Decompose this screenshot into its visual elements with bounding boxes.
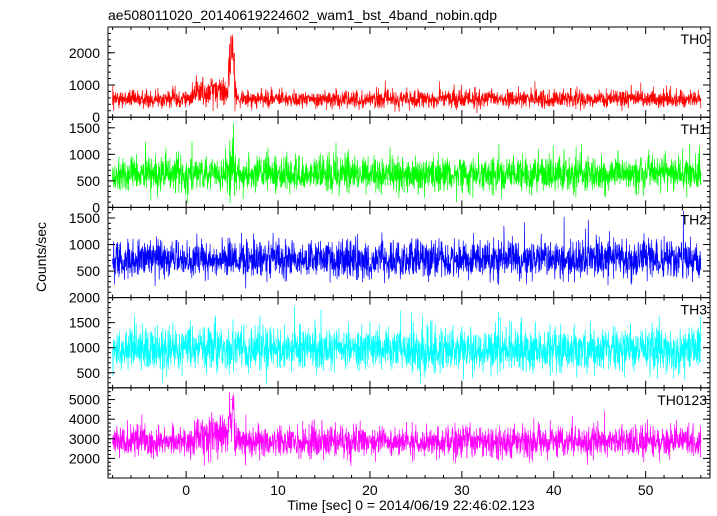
series-th3-point (185, 348, 187, 350)
series-th0-point (203, 89, 206, 92)
x-tick-label: 20 (362, 482, 378, 498)
series-th0-point (700, 98, 702, 100)
y-tick-label: 0 (92, 109, 100, 125)
series-th3-point (111, 349, 114, 351)
series-th0-point (230, 37, 232, 39)
y-tick-label: 1500 (69, 120, 100, 136)
series-th1-point (111, 173, 114, 176)
series-th0123-point (111, 441, 114, 443)
series-th0123-point (234, 436, 236, 438)
series-th0-point (185, 92, 187, 94)
y-tick-label: 4000 (69, 411, 100, 427)
series-th2-point (185, 257, 187, 259)
series-th3-line (112, 306, 702, 385)
series-th2-point (461, 258, 463, 260)
series-th1-point (461, 173, 463, 176)
series-th3-point (553, 348, 555, 351)
panel-frame (107, 116, 711, 208)
y-tick-label: 2000 (69, 290, 100, 306)
series-th0123-point (230, 398, 232, 401)
series-th0-point (645, 98, 647, 100)
series-th1-line (112, 122, 702, 204)
series-th2-point (369, 258, 371, 260)
y-tick-label: 0 (92, 199, 100, 215)
panel-label-th1: TH1 (681, 121, 708, 137)
series-th0123-point (277, 440, 279, 442)
series-th0-point (553, 98, 555, 100)
series-th1-point (645, 173, 647, 176)
series-th1-point (369, 173, 371, 175)
y-tick-label: 1500 (69, 210, 100, 226)
series-th0-point (148, 97, 150, 99)
series-th0-point (277, 97, 279, 100)
x-tick-label: 10 (270, 482, 286, 498)
series-th1-point (185, 172, 187, 175)
y-tick-label: 1000 (69, 340, 100, 356)
chart-title: ae508011020_20140619224602_wam1_bst_4ban… (108, 7, 497, 23)
series-th1-point (277, 173, 279, 176)
x-axis-label: Time [sec] 0 = 2014/06/19 22:46:02.123 (287, 497, 535, 513)
y-tick-label: 500 (77, 263, 101, 279)
series-th3-point (700, 349, 702, 351)
y-tick-label: 1500 (69, 315, 100, 331)
panel-label-th0: TH0 (681, 31, 708, 47)
series-th0123-point (645, 441, 647, 443)
series-th2-point (277, 258, 279, 260)
series-th0123-point (700, 441, 702, 443)
y-tick-label: 500 (77, 365, 101, 381)
series-th0123-point (185, 437, 187, 439)
panel-label-th2: TH2 (681, 211, 708, 227)
series-th0123-point (213, 433, 215, 435)
series-th0123-point (369, 440, 371, 442)
x-tick-label: 30 (454, 482, 470, 498)
series-th0-line (112, 34, 702, 114)
series-th0123-point (553, 440, 555, 442)
x-tick-label: 0 (182, 482, 190, 498)
series-th2-point (553, 258, 555, 260)
y-tick-label: 5000 (69, 392, 100, 408)
series-th2-point (645, 258, 647, 260)
series-th3-point (461, 349, 463, 351)
panel-frame (107, 387, 711, 479)
series-th2-line (112, 210, 702, 289)
series-th0-point (369, 98, 371, 100)
y-tick-label: 1000 (69, 237, 100, 253)
panel-label-th0123: TH0123 (657, 392, 707, 408)
y-tick-label: 1000 (69, 77, 100, 93)
series-th0-point (111, 98, 114, 100)
series-th0-point (461, 98, 463, 100)
series-th0123-point (461, 440, 463, 443)
x-tick-label: 40 (546, 482, 562, 498)
y-tick-label: 2000 (69, 450, 100, 466)
series-th3-point (369, 348, 371, 350)
series-th0123-line (112, 392, 702, 467)
y-axis-label: Counts/sec (33, 222, 49, 292)
series-th3-point (645, 349, 647, 351)
series-th0-point (234, 90, 236, 93)
y-tick-label: 2000 (69, 45, 100, 61)
x-tick-label: 50 (638, 482, 654, 498)
panel-label-th3: TH3 (681, 302, 708, 318)
series-th1-point (700, 173, 702, 176)
y-tick-label: 1000 (69, 146, 100, 162)
series-th2-point (700, 258, 702, 260)
series-th1-point (231, 159, 233, 161)
y-tick-label: 3000 (69, 431, 100, 447)
series-th3-point (277, 349, 279, 351)
y-tick-label: 500 (77, 173, 101, 189)
series-th0-point (222, 88, 224, 90)
series-th1-point (553, 173, 555, 175)
series-th2-point (111, 258, 114, 260)
